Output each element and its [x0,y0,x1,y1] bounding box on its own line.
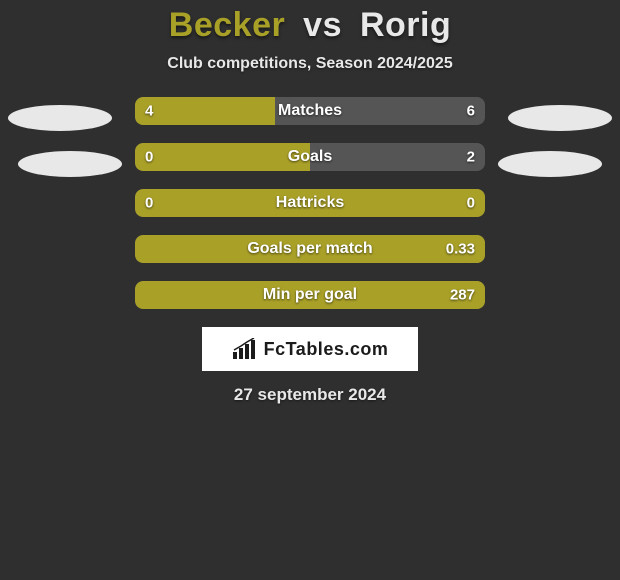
stat-value-right: 0.33 [446,241,475,258]
stat-label: Hattricks [276,194,344,212]
stat-label: Matches [278,102,342,120]
stat-value-left: 0 [145,195,153,212]
stat-fill-left [135,97,275,125]
stat-row: Min per goal 287 [135,281,485,309]
player1-name: Becker [169,6,285,44]
stat-label: Goals [288,148,332,166]
stat-value-right: 2 [467,149,475,166]
brand-chart-icon [232,338,258,360]
left-avatar-ellipse [8,105,112,131]
stat-value-right: 6 [467,103,475,120]
comparison-rows: 4 Matches 6 0 Goals 2 0 Hattricks 0 Goals per mat… [135,97,485,309]
brand-box[interactable]: FcTables.com [202,327,418,371]
stat-label: Min per goal [263,286,357,304]
left-avatar-ellipse [18,151,122,177]
comparison-content: 4 Matches 6 0 Goals 2 0 Hattricks 0 Goals per mat… [0,97,620,405]
stat-row: 0 Goals 2 [135,143,485,171]
right-avatar-ellipse [498,151,602,177]
stat-value-left: 4 [145,103,153,120]
vs-separator: vs [303,6,342,44]
stat-value-left: 0 [145,149,153,166]
stat-row: 0 Hattricks 0 [135,189,485,217]
stat-fill-left [135,143,310,171]
stat-value-right: 0 [467,195,475,212]
stat-row: Goals per match 0.33 [135,235,485,263]
date-label: 27 september 2024 [0,385,620,405]
right-avatar-ellipse [508,105,612,131]
stat-label: Goals per match [247,240,372,258]
subtitle: Club competitions, Season 2024/2025 [0,55,620,73]
page-title: Becker vs Rorig [0,0,620,45]
player2-name: Rorig [360,6,451,44]
brand-text: FcTables.com [264,339,389,360]
stat-row: 4 Matches 6 [135,97,485,125]
comparison-card: Becker vs Rorig Club competitions, Seaso… [0,0,620,580]
stat-value-right: 287 [450,287,475,304]
